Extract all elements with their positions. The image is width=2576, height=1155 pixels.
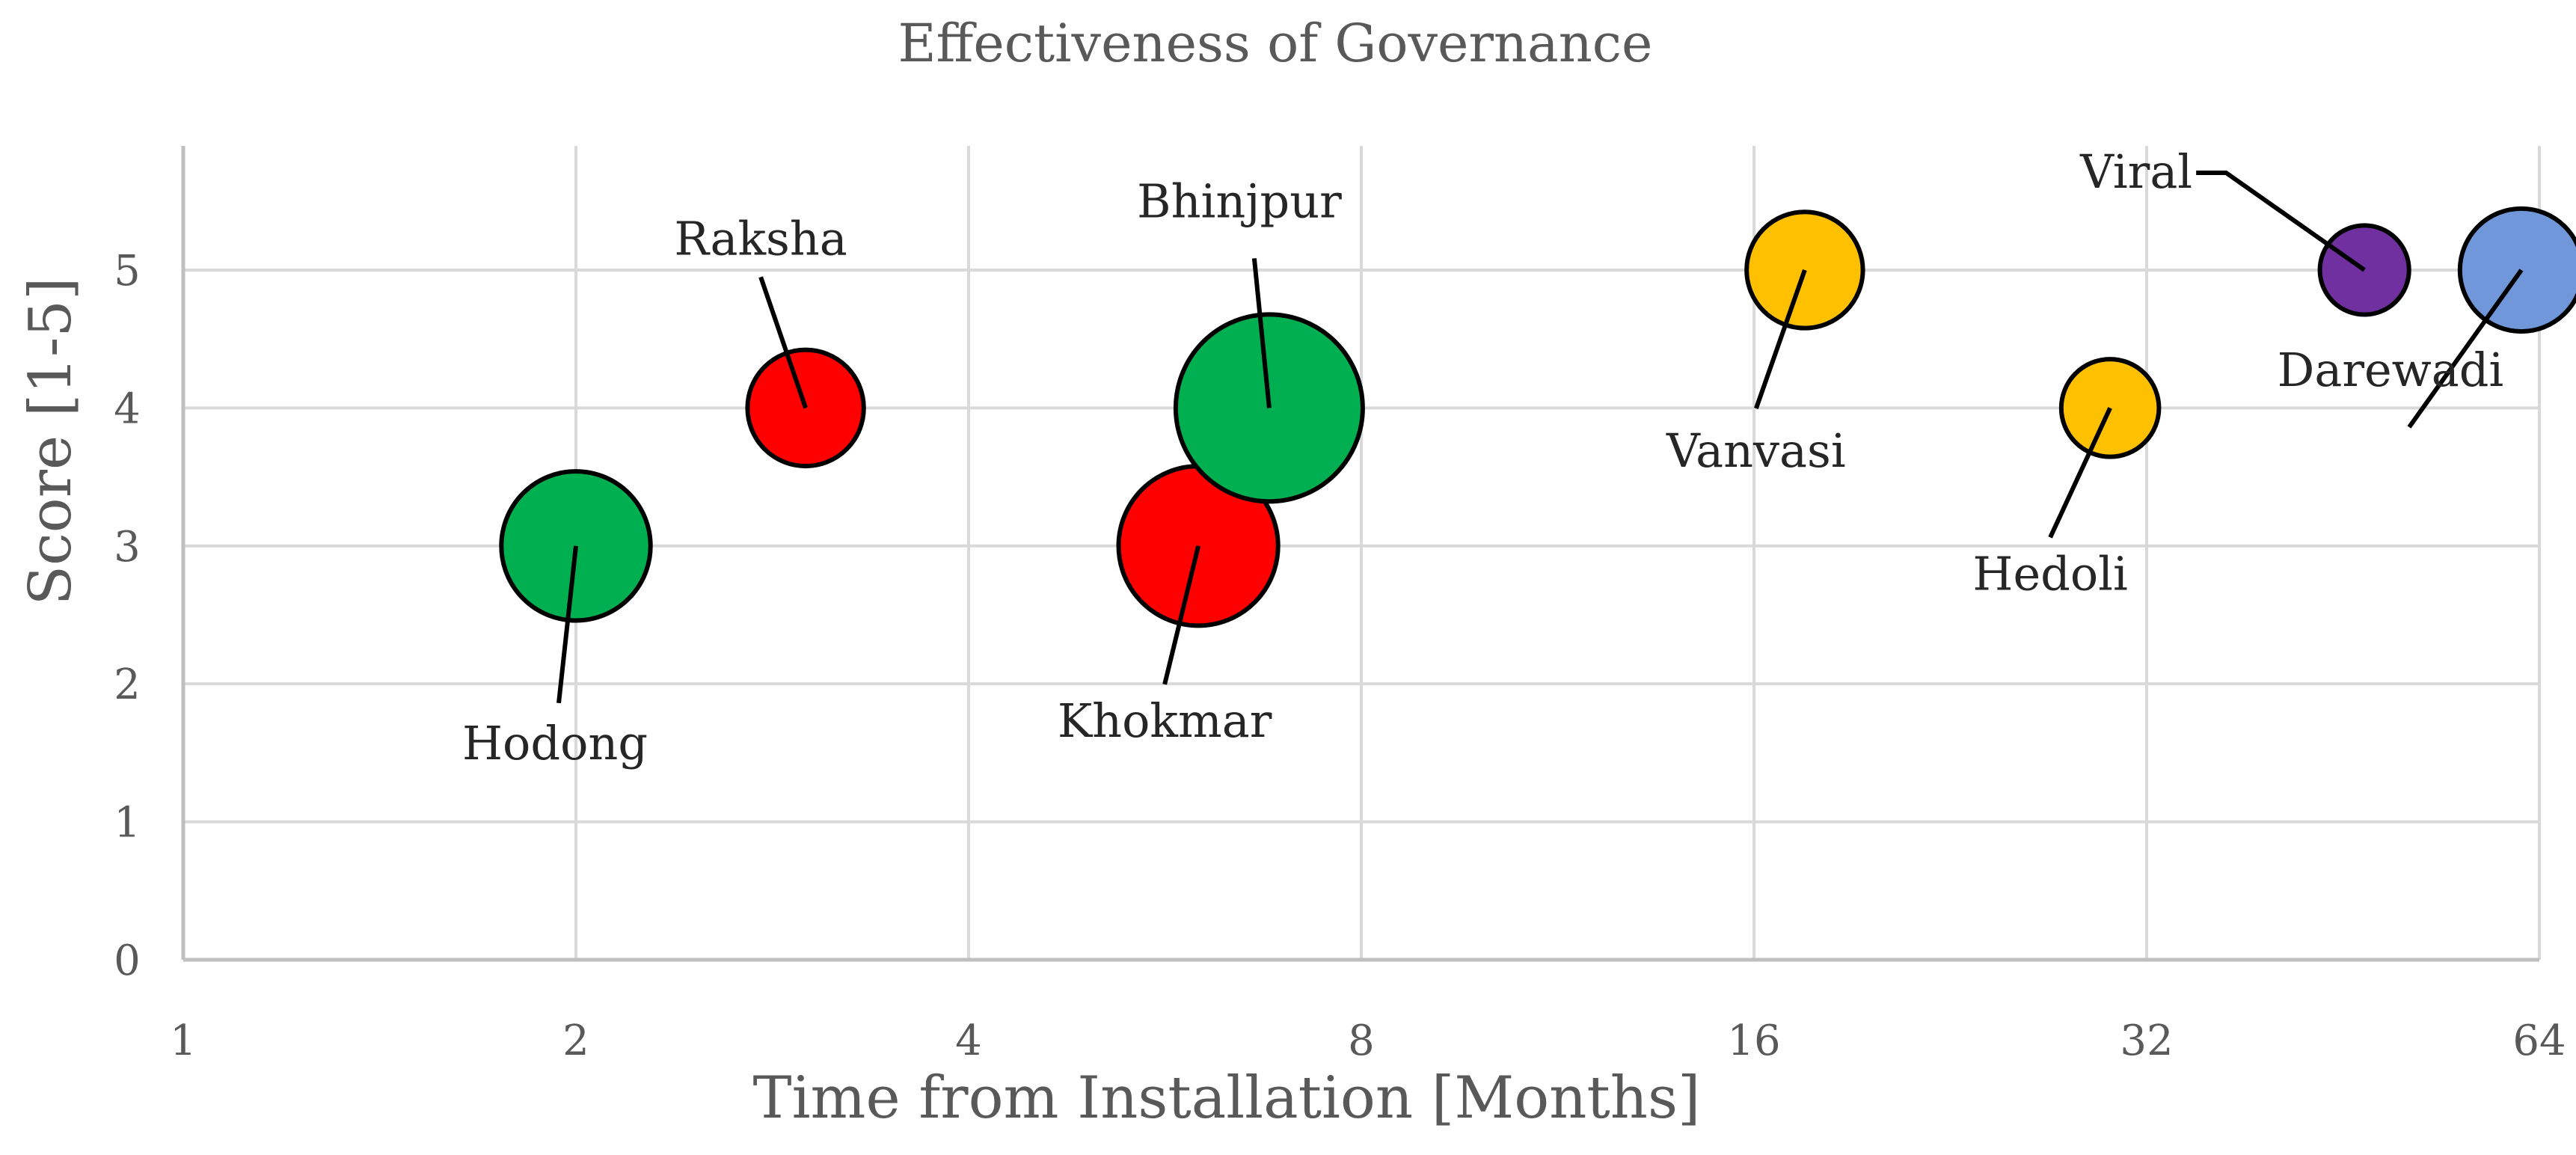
data-label-darewadi: Darewadi: [2278, 343, 2504, 397]
data-label-viral: Viral: [2079, 144, 2192, 199]
x-tick-label: 64: [2512, 1017, 2566, 1065]
y-tick-label: 3: [114, 523, 141, 572]
data-label-khokmar: Khokmar: [1058, 693, 1272, 748]
bubble-darewadi: [2457, 206, 2576, 334]
data-label-vanvasi: Vanvasi: [1666, 423, 1846, 478]
data-label-bhinjpur: Bhinjpur: [1137, 174, 1342, 228]
leader-line-hedoli: [2048, 407, 2112, 539]
leader-line-hodong: [556, 545, 578, 704]
data-label-raksha: Raksha: [674, 211, 847, 266]
y-axis-title: Score [1-5]: [17, 278, 85, 606]
x-tick-label: 16: [1727, 1017, 1780, 1065]
data-labels: Hodong Raksha Khokmar Bhinjpur Vanvasi Hedoli…: [462, 144, 2524, 770]
data-label-hodong: Hodong: [462, 716, 648, 770]
leader-line-darewadi: [2407, 269, 2524, 429]
data-label-hedoli: Hedoli: [1972, 546, 2127, 601]
leader-line-bhinjpur: [1251, 258, 1272, 408]
y-tick-label: 5: [114, 247, 141, 295]
x-tick-label: 2: [562, 1017, 589, 1065]
leader-line-khokmar: [1162, 545, 1201, 685]
y-tick-label: 1: [114, 799, 141, 848]
x-tick-label: 1: [170, 1017, 197, 1065]
leader-line-vanvasi: [1754, 269, 1807, 409]
x-tick-label: 8: [1348, 1017, 1375, 1065]
leader-line-raksha: [758, 276, 808, 409]
x-axis-title: Time from Installation [Months]: [753, 1064, 1701, 1132]
x-tick-label: 4: [955, 1017, 982, 1065]
leader-line-viral: [2196, 170, 2366, 272]
y-tick-label: 4: [114, 385, 141, 433]
x-tick-label: 32: [2120, 1017, 2173, 1065]
chart-title: Effectiveness of Governance: [898, 13, 1653, 74]
y-tick-label: 2: [114, 661, 141, 709]
y-tick-label: 0: [114, 937, 141, 985]
bubble-viral: [2317, 223, 2411, 317]
